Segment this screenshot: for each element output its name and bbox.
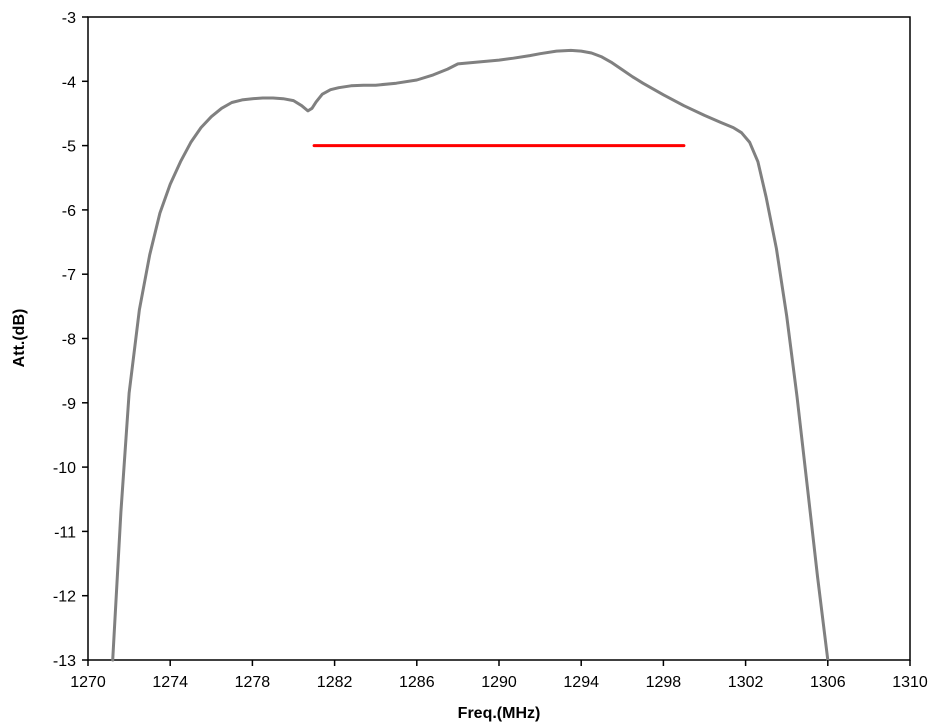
y-tick-label: -12 xyxy=(53,589,76,606)
x-tick-label: 1286 xyxy=(399,674,435,691)
y-tick-label: -11 xyxy=(54,524,76,541)
x-axis-title: Freq.(MHz) xyxy=(458,705,541,722)
x-tick-label: 1302 xyxy=(728,674,764,691)
attenuation-curve-line xyxy=(111,48,830,662)
x-tick-label: 1274 xyxy=(152,674,188,691)
y-tick-label: -5 xyxy=(62,139,76,156)
x-tick-label: 1290 xyxy=(481,674,517,691)
y-tick-label: -13 xyxy=(53,653,76,670)
y-tick-label: -3 xyxy=(62,10,76,27)
x-tick-label: 1294 xyxy=(563,674,599,691)
y-tick-label: -4 xyxy=(62,74,76,91)
x-axis: 1270 1274 1278 1282 1286 1290 1294 1298 1302 1306… xyxy=(70,660,928,691)
y-tick-label: -8 xyxy=(62,332,76,349)
series-layer xyxy=(111,48,830,662)
x-tick-label: 1270 xyxy=(70,674,106,691)
y-tick-label: -7 xyxy=(62,267,76,284)
plot-area xyxy=(87,16,911,661)
y-tick-label: -9 xyxy=(62,396,76,413)
x-tick-label: 1298 xyxy=(646,674,682,691)
y-axis-title: Att.(dB) xyxy=(11,309,28,368)
y-axis: -3 -4 -5 -6 -7 -8 -9 -10 -11 -12 -13 xyxy=(53,10,88,670)
y-tick-label: -10 xyxy=(53,460,76,477)
x-tick-label: 1282 xyxy=(317,674,353,691)
y-tick-label: -6 xyxy=(62,203,76,220)
x-tick-label: 1278 xyxy=(235,674,271,691)
x-tick-label: 1310 xyxy=(892,674,928,691)
x-tick-label: 1306 xyxy=(810,674,846,691)
